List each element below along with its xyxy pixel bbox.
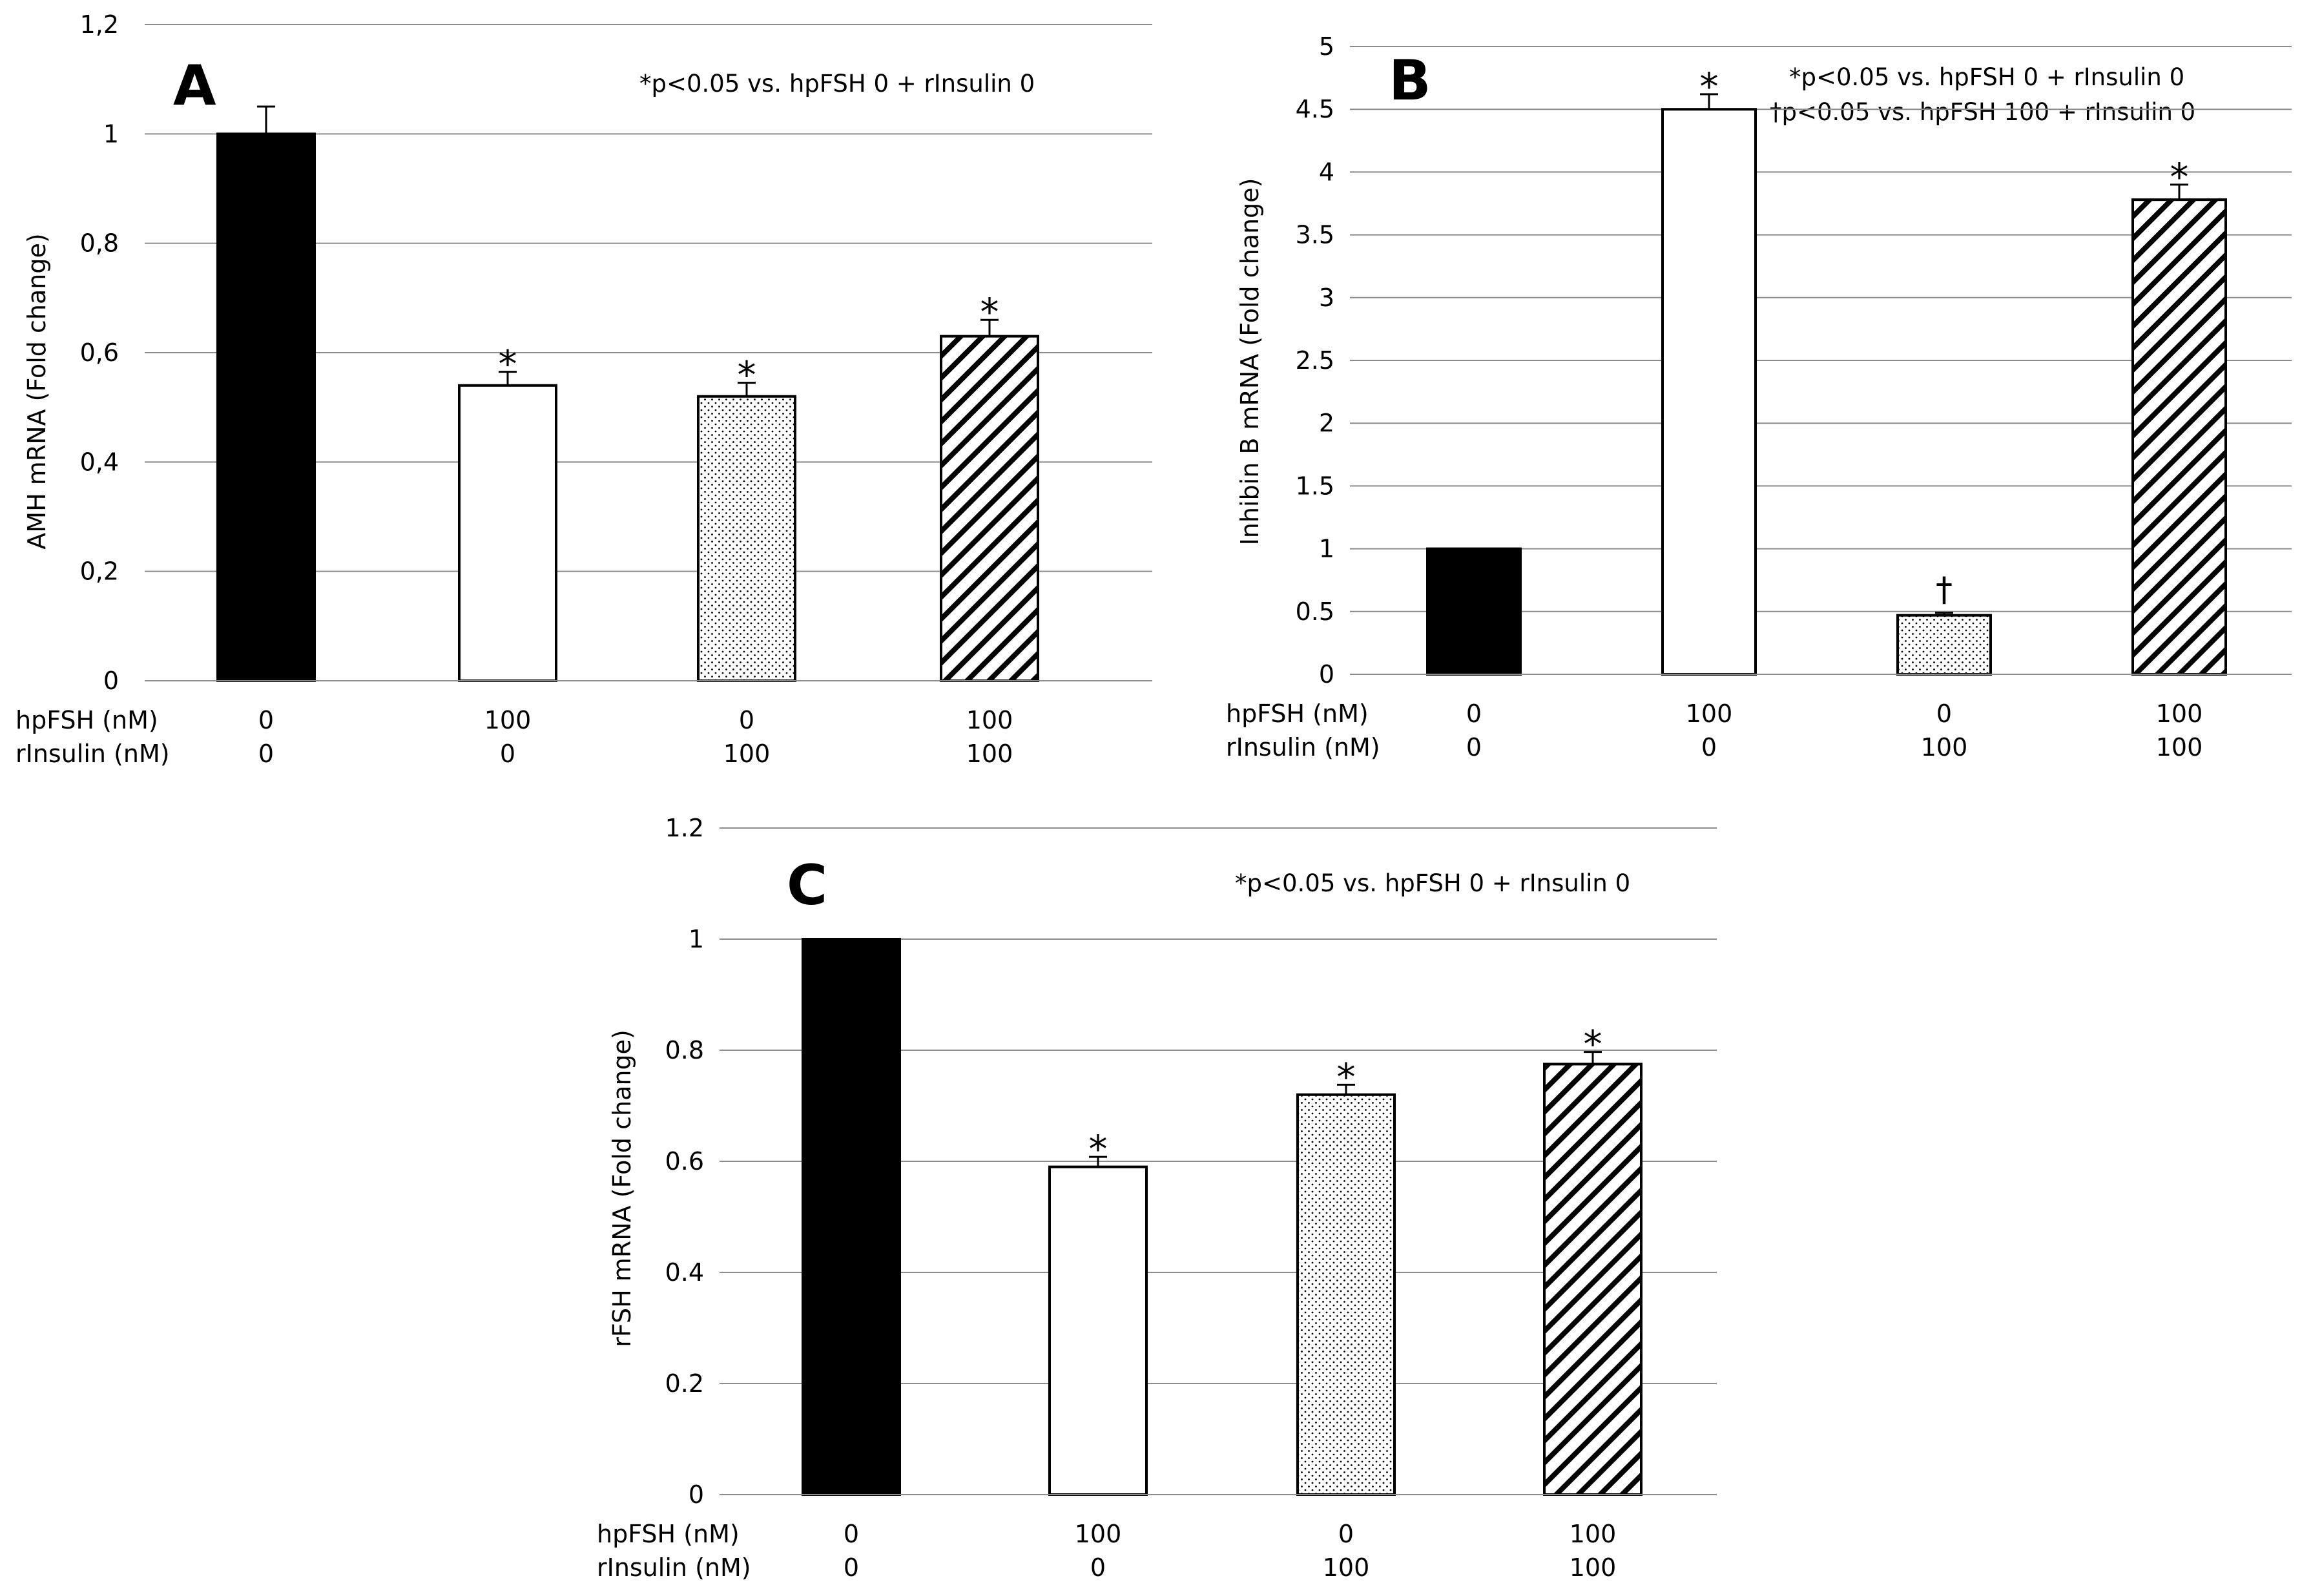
panel-b-rinsulin-row-label: rInsulin (nM) [1226,733,1380,762]
panel-a-rinsulin-value-1: 0 [500,740,515,768]
panel-b-significance-mark-2: † [1936,571,1953,610]
panel-c-hpfsh-value-1: 100 [1075,1520,1122,1548]
panel-a-hpfsh-value-0: 0 [258,706,274,734]
panel-b-hpfsh-value-0: 0 [1466,700,1482,728]
panel-b-chart: B *p<0.05 vs. hpFSH 0 + rInsulin 0 †p<0.… [1226,32,2292,762]
panel-b-significance-note-2: †p<0.05 vs. hpFSH 100 + rInsulin 0 [1770,98,2195,126]
panel-c-rinsulin-value-3: 100 [1570,1553,1617,1582]
panel-c-rinsulin-value-2: 100 [1323,1553,1370,1582]
panel-a-rinsulin-row-label: rInsulin (nM) [16,740,170,768]
panel-c-hpfsh-value-0: 0 [844,1520,859,1548]
panel-c-ytick-label-2: 0.4 [665,1258,704,1287]
panel-c-hpfsh-value-2: 0 [1338,1520,1354,1548]
panel-b-rinsulin-value-2: 100 [1921,733,1968,762]
panel-c-significance-mark-2: * [1337,1055,1356,1099]
panel-b-hpfsh-row-label: hpFSH (nM) [1226,700,1369,728]
panel-b-ytick-label-8: 4 [1319,158,1334,186]
panel-b-ytick-label-6: 3 [1319,284,1334,312]
panel-a-significance-mark-2: * [738,353,756,397]
panel-a-significance-mark-1: * [499,342,517,386]
figure: A *p<0.05 vs. hpFSH 0 + rInsulin 0 * * * 0… [0,0,2311,1596]
panel-c-ytick-label-1: 0.2 [665,1369,704,1398]
panel-a-significance-mark-3: * [980,290,999,334]
panel-b-ytick-label-7: 3.5 [1296,221,1334,249]
panel-a-significance-note: *p<0.05 vs. hpFSH 0 + rInsulin 0 [639,70,1035,98]
panel-b-rinsulin-value-3: 100 [2156,733,2203,762]
panel-c-bar-1 [1050,1167,1146,1495]
panel-b-significance-note-1: *p<0.05 vs. hpFSH 0 + rInsulin 0 [1789,63,2184,91]
panel-a-hpfsh-value-2: 0 [739,706,754,734]
panel-b-letter: B [1389,48,1431,113]
panel-a-letter: A [173,54,216,118]
panel-c-bar-2 [1298,1095,1394,1495]
panel-b-bar-1 [1663,109,1756,674]
panel-c-rinsulin-row-label: rInsulin (nM) [597,1553,751,1582]
panel-b-hpfsh-value-1: 100 [1686,700,1733,728]
panel-a-rinsulin-value-0: 0 [258,740,274,768]
panel-c-ytick-label-3: 0.6 [665,1147,704,1176]
panel-c-ytick-label-5: 1 [689,925,704,953]
panel-b-ytick-label-9: 4.5 [1296,95,1334,123]
panel-b-ytick-label-5: 2.5 [1296,346,1334,375]
panel-c-letter: C [787,853,827,918]
panel-a-rinsulin-value-3: 100 [966,740,1013,768]
panel-a-ytick-label-0: 0 [103,667,119,695]
panel-c-bar-3 [1544,1064,1641,1495]
panel-a-ytick-label-4: 0,8 [80,229,119,258]
panel-a-bar-2 [698,397,795,681]
panel-c-ytick-label-4: 0.8 [665,1036,704,1064]
panel-a-hpfsh-value-1: 100 [484,706,532,734]
panel-a-hpfsh-value-3: 100 [966,706,1013,734]
panel-c-significance-mark-3: * [1584,1022,1602,1066]
panel-b-significance-mark-3: * [2170,155,2189,199]
panel-b-bar-0 [1427,549,1520,674]
panel-b-ytick-label-4: 2 [1319,409,1334,437]
panel-b-ytick-label-10: 5 [1319,32,1334,61]
panel-a-bar-1 [459,386,556,681]
panel-a-hpfsh-row-label: hpFSH (nM) [16,706,158,734]
panel-b-ytick-label-2: 1 [1319,535,1334,563]
panel-b-significance-mark-1: * [1700,65,1719,109]
panel-b-ytick-label-3: 1.5 [1296,472,1334,500]
panel-a-error-bar-0 [257,107,275,134]
panel-c-y-axis-label: rFSH mRNA (Fold change) [608,1030,636,1347]
panel-b-bar-2 [1898,616,1991,674]
panel-c-rinsulin-value-0: 0 [844,1553,859,1582]
panel-a-ytick-label-2: 0,4 [80,448,119,476]
panel-c-bar-0 [803,939,900,1495]
panel-a-ytick-label-5: 1 [103,119,119,148]
panel-b-bar-3 [2133,200,2226,674]
panel-c-chart: C *p<0.05 vs. hpFSH 0 + rInsulin 0 * * * 0… [597,814,1717,1582]
panel-c-ytick-label-0: 0 [689,1480,704,1509]
panel-a-ytick-label-1: 0,2 [80,557,119,586]
panel-a-y-axis-label: AMH mRNA (Fold change) [23,233,51,549]
panel-c-hpfsh-row-label: hpFSH (nM) [597,1520,740,1548]
panel-b-ytick-label-1: 0.5 [1296,597,1334,626]
panel-a-rinsulin-value-2: 100 [723,740,771,768]
panel-b-ytick-label-0: 0 [1319,660,1334,689]
panel-c-ytick-label-6: 1.2 [665,814,704,842]
panel-a-bar-3 [941,337,1038,681]
panel-a-bar-0 [218,134,315,681]
panel-a-chart: A *p<0.05 vs. hpFSH 0 + rInsulin 0 * * * 0… [16,10,1152,768]
panel-b-rinsulin-value-1: 0 [1701,733,1717,762]
panel-b-y-axis-label: Inhibin B mRNA (Fold change) [1236,178,1264,546]
panel-a-ytick-label-6: 1,2 [80,10,119,39]
panel-c-hpfsh-value-3: 100 [1570,1520,1617,1548]
panel-b-hpfsh-value-3: 100 [2156,700,2203,728]
panel-a-ytick-label-3: 0,6 [80,338,119,367]
panel-b-hpfsh-value-2: 0 [1936,700,1952,728]
panel-c-rinsulin-value-1: 0 [1090,1553,1106,1582]
panel-c-significance-mark-1: * [1089,1127,1108,1171]
panel-c-significance-note: *p<0.05 vs. hpFSH 0 + rInsulin 0 [1235,869,1630,897]
panel-b-rinsulin-value-0: 0 [1466,733,1482,762]
